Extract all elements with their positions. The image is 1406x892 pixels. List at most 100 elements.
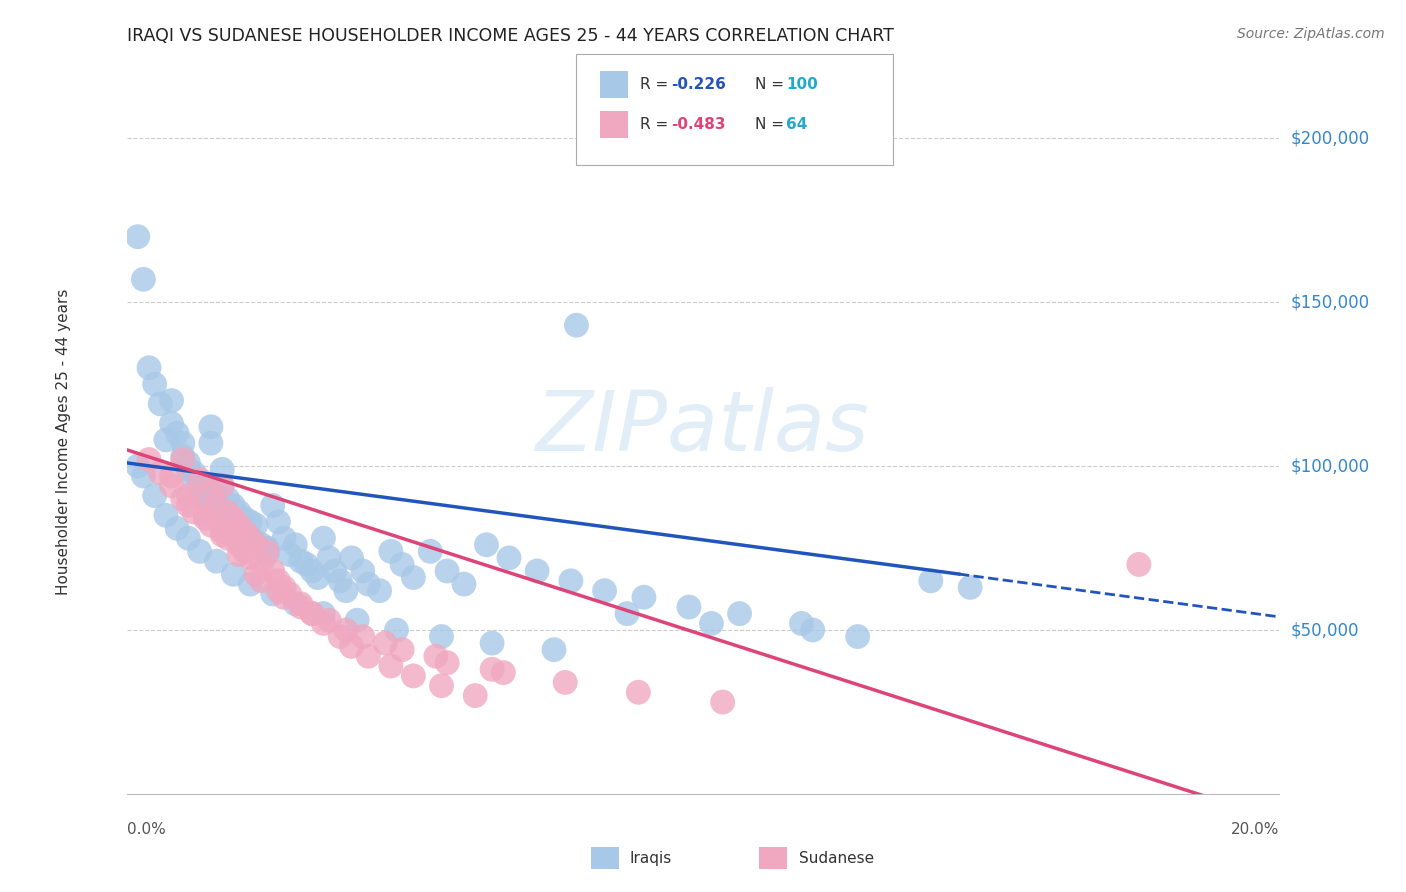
Point [262,564,284,578]
Text: R =: R = [640,78,673,92]
Point [329,630,352,644]
Point [312,607,335,621]
Point [554,675,576,690]
Text: -0.483: -0.483 [671,118,725,132]
Text: $100,000: $100,000 [1291,457,1369,475]
Point [138,360,160,375]
Point [273,581,295,595]
Point [616,607,638,621]
Point [211,528,233,542]
Point [267,583,290,598]
Point [138,452,160,467]
Point [177,456,200,470]
Point [228,538,250,552]
Text: $50,000: $50,000 [1291,621,1360,639]
Point [464,689,486,703]
Point [273,591,295,605]
Point [329,574,352,588]
Point [402,570,425,584]
Point [335,583,357,598]
Point [183,466,205,480]
Point [143,489,166,503]
Point [290,597,312,611]
Point [143,377,166,392]
Point [222,518,245,533]
Point [284,538,307,552]
Point [492,665,515,680]
Point [200,436,222,450]
Point [200,518,222,533]
Point [543,642,565,657]
Point [256,544,278,558]
Point [222,499,245,513]
Point [245,538,267,552]
Point [233,544,256,558]
Point [239,550,262,565]
Point [560,574,582,588]
Point [245,534,267,549]
Point [160,469,183,483]
Point [177,531,200,545]
Point [194,511,217,525]
Point [245,518,267,533]
Point [228,524,250,539]
Point [177,462,200,476]
Point [200,499,222,513]
Point [391,642,413,657]
Point [160,417,183,431]
Point [711,695,734,709]
Text: 20.0%: 20.0% [1232,822,1279,837]
Point [380,659,402,673]
Point [385,623,408,637]
Point [284,597,307,611]
Point [222,511,245,525]
Text: -0.226: -0.226 [671,78,725,92]
Point [160,393,183,408]
Point [239,531,262,545]
Point [256,541,278,555]
Point [357,649,380,664]
Point [273,531,295,545]
Text: N =: N = [755,78,789,92]
Point [211,524,233,539]
Point [425,649,447,664]
Point [402,669,425,683]
Point [166,521,188,535]
Point [436,564,458,578]
Point [700,616,723,631]
Point [188,472,211,486]
Point [211,479,233,493]
Text: Sudanese: Sudanese [799,851,873,865]
Point [475,538,498,552]
Text: 64: 64 [786,118,807,132]
Text: Source: ZipAtlas.com: Source: ZipAtlas.com [1237,27,1385,41]
Point [267,515,290,529]
Point [301,607,323,621]
Point [222,567,245,582]
Point [155,508,177,523]
Text: IRAQI VS SUDANESE HOUSEHOLDER INCOME AGES 25 - 44 YEARS CORRELATION CHART: IRAQI VS SUDANESE HOUSEHOLDER INCOME AGE… [127,27,893,45]
Point [127,459,149,474]
Point [340,550,363,565]
Point [633,591,655,605]
Point [301,564,323,578]
Point [790,616,813,631]
Text: R =: R = [640,118,673,132]
Point [295,558,318,572]
Point [183,505,205,519]
Point [132,272,155,286]
Point [217,505,239,519]
Point [728,607,751,621]
Point [183,472,205,486]
Point [346,613,368,627]
Point [312,531,335,545]
Point [959,581,981,595]
Point [160,479,183,493]
Point [132,469,155,483]
Point [391,558,413,572]
Text: $150,000: $150,000 [1291,293,1369,311]
Point [245,567,267,582]
Point [565,318,588,333]
Point [419,544,441,558]
Point [593,583,616,598]
